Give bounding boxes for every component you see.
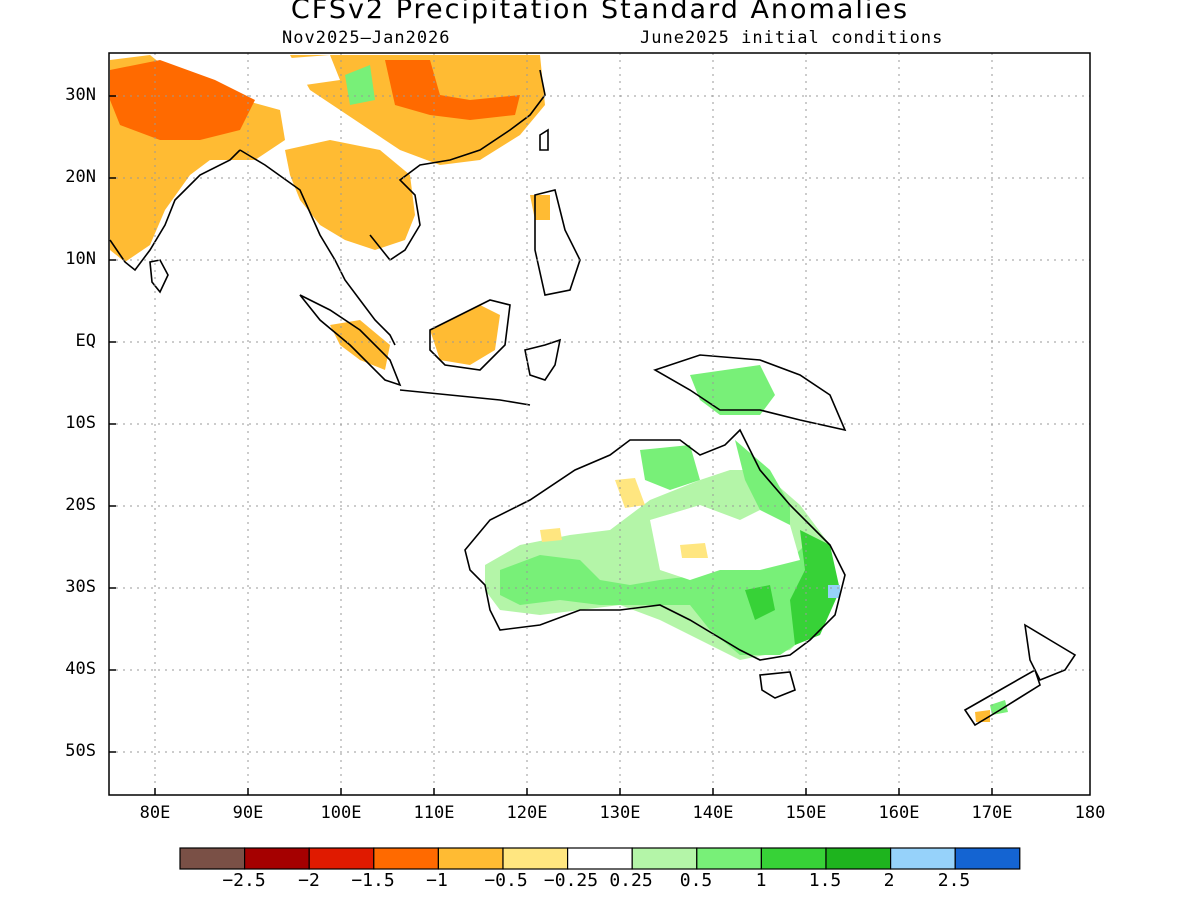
australia-north-wet-anomaly — [640, 445, 700, 490]
colorbar-swatch — [631, 847, 698, 870]
philippines-outline — [534, 189, 581, 296]
lat-label-50s: 50S — [65, 741, 96, 761]
australia-dry-patch-3 — [680, 543, 708, 558]
java-outline — [399, 389, 531, 406]
se-asia-dry-anomaly — [285, 140, 415, 250]
lat-label-10n: 10N — [65, 249, 96, 269]
colorbar-label: 0.25 — [609, 870, 653, 891]
australia-east-wet-anomaly — [735, 440, 790, 530]
india-coastline — [109, 149, 241, 272]
colorbar-label: −2 — [298, 870, 320, 891]
tibet-white-patch — [265, 55, 340, 85]
colorbar-swatch — [760, 847, 827, 870]
anomaly-shading — [110, 55, 1008, 722]
australia-dry-patch-1 — [615, 478, 645, 508]
colorbar-swatch — [373, 847, 439, 870]
colorbar-label: −0.25 — [543, 870, 599, 891]
new-guinea-outline — [653, 354, 847, 432]
colorbar-swatch — [566, 847, 633, 870]
indochina-coastline — [369, 69, 546, 262]
australia-coastline — [464, 428, 846, 661]
sri-lanka-outline — [149, 259, 169, 294]
colorbar-swatch — [889, 847, 956, 870]
lat-label-40s: 40S — [65, 659, 96, 679]
lat-label-30n: 30N — [65, 85, 96, 105]
lat-label-eq: EQ — [75, 331, 96, 351]
colorbar-label: −1.5 — [351, 870, 395, 891]
colorbar-swatch — [696, 847, 762, 870]
sumatra-outline — [299, 294, 402, 387]
colorbar-label: 2.5 — [937, 870, 971, 891]
lat-label-20s: 20S — [65, 495, 96, 515]
new-zealand-wet-patch — [990, 700, 1008, 715]
lon-label-120e: 120E — [506, 803, 548, 823]
lon-label-100e: 100E — [320, 803, 362, 823]
lon-label-150e: 150E — [785, 803, 827, 823]
colorbar-label: 0.5 — [679, 870, 713, 891]
colorbar-swatch — [437, 847, 504, 870]
lon-label-130e: 130E — [599, 803, 641, 823]
australia-interior-neutral — [650, 505, 800, 580]
colorbar-label: 1 — [755, 870, 767, 891]
colorbar-swatch — [825, 847, 892, 870]
lon-label-140e: 140E — [692, 803, 734, 823]
colorbar-swatch — [954, 847, 1021, 870]
lat-label-30s: 30S — [65, 577, 96, 597]
colorbar-label: 1.5 — [808, 870, 842, 891]
axis-ticks — [109, 95, 993, 795]
lon-label-90e: 90E — [232, 803, 264, 823]
philippines-dry-anomaly — [530, 195, 550, 220]
gridlines — [109, 53, 1090, 795]
lon-label-180: 180 — [1074, 803, 1106, 823]
forecast-period-label: Nov2025—Jan2026 — [282, 28, 451, 48]
colorbar-swatch — [179, 847, 246, 870]
colorbar-label: −1 — [426, 870, 448, 891]
queensland-coast-strong-wet — [790, 530, 840, 645]
colorbar — [179, 847, 1021, 870]
lon-label-80e: 80E — [139, 803, 171, 823]
colorbar-swatch — [502, 847, 569, 870]
colorbar-label: −0.5 — [484, 870, 528, 891]
colorbar-swatch — [244, 847, 310, 870]
tasmania-outline — [759, 671, 796, 699]
borneo-dry-anomaly — [430, 305, 500, 365]
colorbar-swatch — [308, 847, 375, 870]
australia-dry-patch-2 — [540, 528, 562, 542]
colorbar-label: 2 — [883, 870, 895, 891]
initial-conditions-label: June2025 initial conditions — [640, 28, 944, 48]
new-guinea-wet-anomaly — [690, 365, 775, 415]
lat-label-10s: 10S — [65, 413, 96, 433]
borneo-outline — [429, 299, 511, 371]
lon-label-110e: 110E — [413, 803, 455, 823]
map-title: CFSv2 Precipitation Standard Anomalies — [290, 0, 910, 25]
lon-label-170e: 170E — [971, 803, 1013, 823]
lat-label-20n: 20N — [65, 167, 96, 187]
china-green-patch — [345, 65, 375, 105]
tibet-strong-dry-anomaly — [110, 60, 255, 140]
taiwan-outline — [539, 128, 549, 151]
brisbane-blue-patch — [828, 585, 840, 598]
nsw-strong-wet — [745, 585, 775, 620]
lon-label-160e: 160E — [878, 803, 920, 823]
sumatra-dry-anomaly — [330, 320, 390, 370]
colorbar-label: −2.5 — [222, 870, 266, 891]
new-zealand-south-outline — [963, 668, 1041, 727]
china-strong-dry-anomaly — [385, 60, 520, 120]
sulawesi-outline — [524, 338, 562, 381]
se-asia-coastline — [239, 149, 396, 346]
new-zealand-north-outline — [1023, 623, 1077, 682]
coastlines — [109, 69, 1077, 727]
